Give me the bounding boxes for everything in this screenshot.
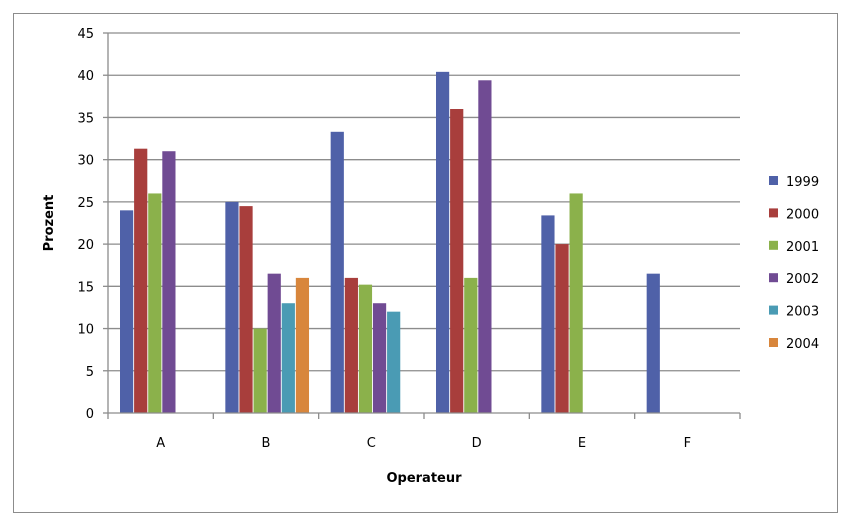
x-tick-label: C	[367, 436, 376, 451]
y-tick-label: 25	[77, 196, 94, 211]
x-tick-label: B	[262, 436, 271, 451]
y-tick-labels: 0 5 10 15 20 25 30 35 40 45	[77, 27, 94, 422]
bar-2004-B	[295, 277, 310, 413]
legend-label: 2002	[786, 272, 819, 287]
bar-2000-A	[134, 148, 148, 413]
bar-2003-B	[281, 303, 295, 413]
bar-2000-E	[555, 244, 569, 413]
x-axis-title: Operateur	[386, 471, 462, 486]
legend-swatch	[769, 305, 778, 315]
gridlines	[108, 32, 740, 372]
bar-1999-A	[120, 210, 134, 413]
bar-1999-F	[646, 273, 660, 413]
legend-swatch	[769, 208, 778, 218]
y-tick-label: 30	[77, 154, 94, 169]
x-tick-label: F	[684, 436, 691, 451]
y-axis-title: Prozent	[42, 195, 57, 252]
x-tick-label: A	[156, 436, 165, 451]
bar-1999-C	[330, 131, 344, 414]
y-tick-label: 15	[77, 280, 94, 295]
x-tick-labels: A B C D E F	[156, 436, 691, 451]
bar-2000-B	[239, 206, 253, 413]
y-tick-label: 45	[77, 27, 94, 42]
y-tick-label: 5	[86, 365, 94, 380]
bar-1999-E	[541, 215, 555, 413]
legend-swatch	[769, 273, 778, 283]
y-tick-label: 10	[77, 323, 94, 338]
legend-label: 2003	[786, 305, 819, 320]
legend-label: 2001	[786, 240, 819, 255]
axes	[103, 32, 741, 419]
bar-2001-B	[253, 328, 267, 413]
legend-swatch	[769, 240, 778, 250]
bars	[120, 71, 660, 414]
bar-2003-C	[387, 311, 401, 413]
bar-1999-D	[436, 71, 450, 413]
bar-2002-D	[478, 80, 492, 414]
x-tick-label: E	[578, 436, 586, 451]
y-tick-label: 35	[77, 111, 94, 126]
legend-label: 1999	[786, 175, 819, 190]
bar-2002-A	[162, 151, 176, 413]
legend-label: 2004	[786, 337, 819, 352]
bar-2001-C	[358, 284, 373, 413]
legend-label: 2000	[786, 207, 819, 222]
x-tick-label: D	[472, 436, 482, 451]
y-tick-label: 0	[86, 407, 94, 422]
y-tick-label: 20	[77, 238, 94, 253]
legend-swatch	[769, 338, 778, 347]
bar-2001-D	[464, 277, 478, 413]
bar-2000-C	[344, 277, 358, 413]
legend: 1999 2000 2001 2002 2003 2004	[769, 175, 819, 352]
bar-2000-D	[450, 109, 464, 413]
y-tick-label: 40	[77, 69, 94, 84]
bar-2002-C	[372, 303, 387, 413]
bar-2002-B	[267, 273, 281, 413]
legend-swatch	[769, 176, 778, 185]
bar-2001-A	[148, 193, 162, 413]
bar-1999-B	[225, 201, 239, 413]
bar-2001-E	[569, 193, 583, 413]
